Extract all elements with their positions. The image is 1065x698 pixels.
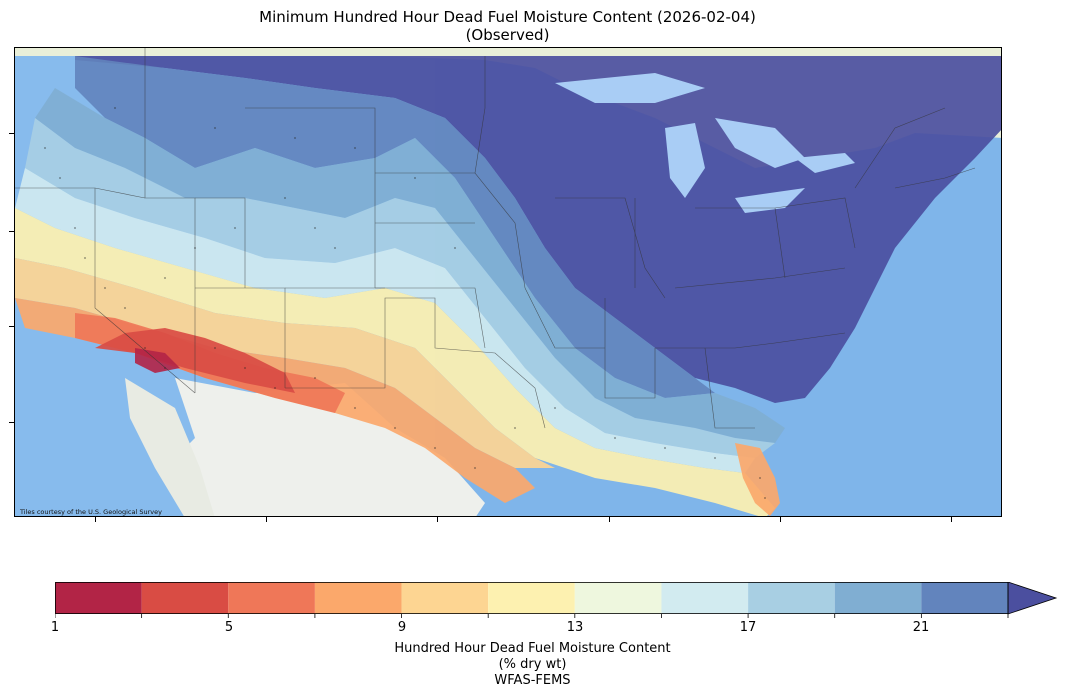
map-attribution: Tiles courtesy of the U.S. Geological Su… — [20, 508, 162, 516]
colorbar-bin — [921, 582, 1008, 614]
state-boundaries — [15, 48, 976, 429]
x-tick — [437, 517, 438, 522]
y-tick — [9, 422, 14, 423]
great-lakes — [555, 73, 855, 213]
mexico-land — [165, 378, 485, 516]
colorbar-label-line2: (% dry wt) — [498, 657, 567, 672]
zone-17-19 — [35, 88, 785, 443]
colorbar-tick-label: 9 — [397, 620, 407, 635]
fuel-moisture-map[interactable] — [14, 47, 1002, 517]
colorbar-tick-label: 17 — [739, 620, 757, 635]
colorbar-tick-label: 13 — [566, 620, 584, 635]
colorbar-extend-arrow — [1007, 582, 1058, 615]
colorbar-bin — [834, 582, 922, 614]
x-tick — [266, 517, 267, 522]
map-title-line2: (Observed) — [465, 26, 550, 44]
colorbar-label-line1: Hundred Hour Dead Fuel Moisture Content — [394, 641, 671, 656]
zone-19-21 — [75, 56, 715, 398]
colorbar-bin — [55, 582, 142, 614]
zone-15-17 — [25, 118, 775, 458]
colorbar-bin — [488, 582, 575, 614]
colorbar-label-line3: WFAS-FEMS — [494, 673, 571, 688]
map-title-line1: Minimum Hundred Hour Dead Fuel Moisture … — [259, 8, 756, 26]
x-tick — [609, 517, 610, 522]
map-canvas — [15, 48, 1001, 516]
colorbar-bin — [748, 582, 835, 614]
y-tick — [9, 231, 14, 232]
colorbar-tick-label: 21 — [912, 620, 930, 635]
zone-11-13 — [15, 208, 775, 516]
colorbar-bin — [661, 582, 749, 614]
zone-9-11 — [15, 258, 555, 468]
colorbar-bin — [574, 582, 662, 614]
y-tick — [9, 133, 14, 134]
station-markers — [44, 107, 766, 499]
colorbar-tick-label: 5 — [224, 620, 234, 635]
x-tick — [780, 517, 781, 522]
colorbar-bin — [228, 582, 315, 614]
colorbar-tick-label: 1 — [50, 620, 60, 635]
x-tick — [95, 517, 96, 522]
colorbar-bin — [401, 582, 489, 614]
colorbar-bin — [314, 582, 402, 614]
colorbar-outline — [55, 582, 1009, 614]
colorbar — [55, 582, 1058, 618]
x-tick — [951, 517, 952, 522]
zone-1-3 — [135, 348, 180, 373]
colorbar-bin — [141, 582, 229, 614]
zone-13-15 — [15, 168, 755, 473]
zone-florida — [735, 443, 780, 516]
y-tick — [9, 326, 14, 327]
baja-land — [125, 378, 215, 516]
